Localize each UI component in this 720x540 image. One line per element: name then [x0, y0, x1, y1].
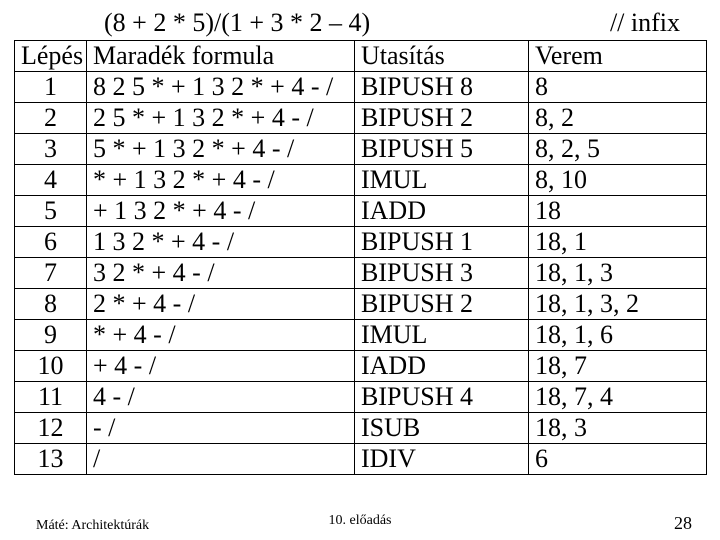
cell-step: 7 — [15, 258, 87, 289]
cell-remainder: / — [87, 444, 355, 475]
table-row: 5+ 1 3 2 * + 4 - /IADD18 — [15, 196, 707, 227]
cell-instruction: IADD — [355, 351, 529, 382]
cell-stack: 8, 2, 5 — [529, 134, 707, 165]
cell-instruction: ISUB — [355, 413, 529, 444]
title-line: (8 + 2 * 5)/(1 + 3 * 2 – 4) // infix — [14, 8, 706, 38]
cell-step: 10 — [15, 351, 87, 382]
cell-instruction: IMUL — [355, 165, 529, 196]
col-step: Lépés — [15, 41, 87, 72]
cell-instruction: BIPUSH 2 — [355, 103, 529, 134]
cell-step: 11 — [15, 382, 87, 413]
expression-text: (8 + 2 * 5)/(1 + 3 * 2 – 4) — [104, 8, 370, 38]
cell-remainder: + 4 - / — [87, 351, 355, 382]
cell-stack: 18, 7, 4 — [529, 382, 707, 413]
cell-instruction: BIPUSH 2 — [355, 289, 529, 320]
cell-remainder: 2 * + 4 - / — [87, 289, 355, 320]
cell-step: 8 — [15, 289, 87, 320]
cell-remainder: - / — [87, 413, 355, 444]
cell-stack: 18, 7 — [529, 351, 707, 382]
cell-step: 4 — [15, 165, 87, 196]
col-stack: Verem — [529, 41, 707, 72]
cell-remainder: 8 2 5 * + 1 3 2 * + 4 - / — [87, 72, 355, 103]
cell-remainder: 4 - / — [87, 382, 355, 413]
cell-stack: 18 — [529, 196, 707, 227]
col-remainder: Maradék formula — [87, 41, 355, 72]
cell-step: 2 — [15, 103, 87, 134]
table-row: 82 * + 4 - /BIPUSH 218, 1, 3, 2 — [15, 289, 707, 320]
cell-instruction: BIPUSH 8 — [355, 72, 529, 103]
cell-stack: 18, 1, 6 — [529, 320, 707, 351]
cell-stack: 18, 3 — [529, 413, 707, 444]
cell-stack: 18, 1, 3 — [529, 258, 707, 289]
table-row: 61 3 2 * + 4 - /BIPUSH 118, 1 — [15, 227, 707, 258]
table-row: 9* + 4 - /IMUL18, 1, 6 — [15, 320, 707, 351]
comment-text: // infix — [610, 8, 680, 38]
table-row: 73 2 * + 4 - /BIPUSH 318, 1, 3 — [15, 258, 707, 289]
cell-remainder: * + 1 3 2 * + 4 - / — [87, 165, 355, 196]
cell-stack: 8, 2 — [529, 103, 707, 134]
cell-instruction: BIPUSH 1 — [355, 227, 529, 258]
cell-instruction: IMUL — [355, 320, 529, 351]
table-row: 4* + 1 3 2 * + 4 - /IMUL8, 10 — [15, 165, 707, 196]
cell-remainder: 1 3 2 * + 4 - / — [87, 227, 355, 258]
trace-table: Lépés Maradék formula Utasítás Verem 18 … — [14, 40, 707, 475]
cell-instruction: BIPUSH 5 — [355, 134, 529, 165]
cell-instruction: BIPUSH 3 — [355, 258, 529, 289]
table-row: 18 2 5 * + 1 3 2 * + 4 - /BIPUSH 88 — [15, 72, 707, 103]
table-row: 12- /ISUB18, 3 — [15, 413, 707, 444]
cell-stack: 8, 10 — [529, 165, 707, 196]
table-row: 10+ 4 - /IADD18, 7 — [15, 351, 707, 382]
cell-step: 1 — [15, 72, 87, 103]
cell-remainder: * + 4 - / — [87, 320, 355, 351]
cell-remainder: 3 2 * + 4 - / — [87, 258, 355, 289]
table-row: 114 - /BIPUSH 418, 7, 4 — [15, 382, 707, 413]
cell-step: 6 — [15, 227, 87, 258]
cell-instruction: BIPUSH 4 — [355, 382, 529, 413]
footer: Máté: Architektúrák 10. előadás 28 — [0, 513, 720, 534]
table-row: 35 * + 1 3 2 * + 4 - /BIPUSH 58, 2, 5 — [15, 134, 707, 165]
slide-page: (8 + 2 * 5)/(1 + 3 * 2 – 4) // infix Lép… — [0, 0, 720, 540]
cell-stack: 18, 1, 3, 2 — [529, 289, 707, 320]
cell-step: 9 — [15, 320, 87, 351]
cell-stack: 18, 1 — [529, 227, 707, 258]
table-row: 13/IDIV6 — [15, 444, 707, 475]
cell-step: 12 — [15, 413, 87, 444]
col-instruction: Utasítás — [355, 41, 529, 72]
cell-stack: 8 — [529, 72, 707, 103]
cell-remainder: + 1 3 2 * + 4 - / — [87, 196, 355, 227]
table-header-row: Lépés Maradék formula Utasítás Verem — [15, 41, 707, 72]
cell-remainder: 2 5 * + 1 3 2 * + 4 - / — [87, 103, 355, 134]
cell-step: 3 — [15, 134, 87, 165]
cell-remainder: 5 * + 1 3 2 * + 4 - / — [87, 134, 355, 165]
cell-step: 5 — [15, 196, 87, 227]
cell-instruction: IDIV — [355, 444, 529, 475]
table-row: 22 5 * + 1 3 2 * + 4 - /BIPUSH 28, 2 — [15, 103, 707, 134]
footer-center: 10. előadás — [0, 513, 720, 529]
cell-stack: 6 — [529, 444, 707, 475]
cell-instruction: IADD — [355, 196, 529, 227]
cell-step: 13 — [15, 444, 87, 475]
